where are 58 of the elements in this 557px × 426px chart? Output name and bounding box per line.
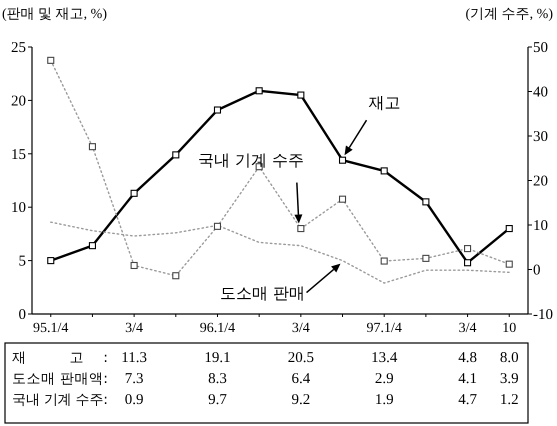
point — [380, 167, 388, 174]
text: 도소매 판매액: — [12, 371, 108, 387]
data-label: 4.8 — [458, 350, 477, 366]
y-tick-label: 25 — [11, 40, 26, 56]
data-label: 9.2 — [291, 392, 310, 408]
point — [214, 106, 222, 114]
point — [506, 225, 513, 232]
point — [172, 151, 180, 158]
text: 도소매 판매 — [220, 284, 306, 303]
y2-axis-title: (기계 수주, %) — [466, 7, 554, 22]
data-label: 4.1 — [458, 371, 477, 387]
point — [338, 156, 346, 164]
data-label: 20.5 — [288, 350, 314, 366]
y2-tick-label: -10 — [533, 307, 553, 323]
x-tick-label: 10 — [502, 321, 516, 336]
y2-tick-label: 10 — [533, 218, 548, 234]
y-tick-label: 10 — [11, 200, 26, 216]
y2-tick-label: 50 — [533, 40, 548, 56]
point — [256, 87, 263, 94]
data-label: 1.2 — [500, 392, 519, 408]
point — [130, 190, 138, 197]
data-label: 13.4 — [371, 350, 398, 366]
point — [88, 242, 96, 250]
text: 국내 기계 수주: — [12, 392, 108, 408]
y-tick-label: 15 — [11, 146, 26, 163]
x-tick-label: 96.1/4 — [200, 321, 236, 336]
point — [47, 257, 54, 264]
data-label: 3.9 — [500, 371, 519, 387]
data-label: 9.7 — [208, 392, 228, 408]
x-tick-label: 3/4 — [458, 321, 477, 336]
data-label: 6.4 — [291, 371, 311, 387]
text: 재 고: — [12, 350, 108, 366]
y2-tick-label: 0 — [533, 262, 540, 278]
point — [464, 259, 472, 266]
data-label: 4.7 — [458, 392, 478, 408]
x-tick-label: 3/4 — [292, 321, 310, 336]
y-tick-label: 0 — [18, 307, 26, 323]
x-tick-label: 95.1/4 — [33, 321, 68, 336]
y2-tick-label: 40 — [533, 84, 548, 100]
point — [422, 198, 430, 206]
data-label: 2.9 — [374, 371, 394, 387]
y-axis-title: (판매 및 재고, %) — [2, 7, 108, 22]
x-tick-label: 97.1/4 — [366, 321, 402, 336]
data-label: 7.3 — [124, 371, 144, 387]
data-label: 0.9 — [124, 392, 144, 408]
x-tick-label: 3/4 — [125, 321, 144, 336]
data-label: 11.3 — [121, 350, 147, 366]
series-label: 국내 기계 수주 — [198, 150, 304, 170]
data-label: 8.3 — [208, 371, 227, 387]
data-label: 8.0 — [500, 350, 519, 366]
text: 재고 — [368, 93, 401, 112]
y2-tick-label: 30 — [533, 129, 548, 145]
y-tick-label: 5 — [18, 254, 26, 270]
data-label: 1.9 — [374, 392, 394, 408]
y2-tick-label: 20 — [533, 174, 548, 190]
y-tick-label: 20 — [11, 93, 26, 110]
point — [297, 92, 304, 99]
data-label: 19.1 — [204, 350, 231, 366]
